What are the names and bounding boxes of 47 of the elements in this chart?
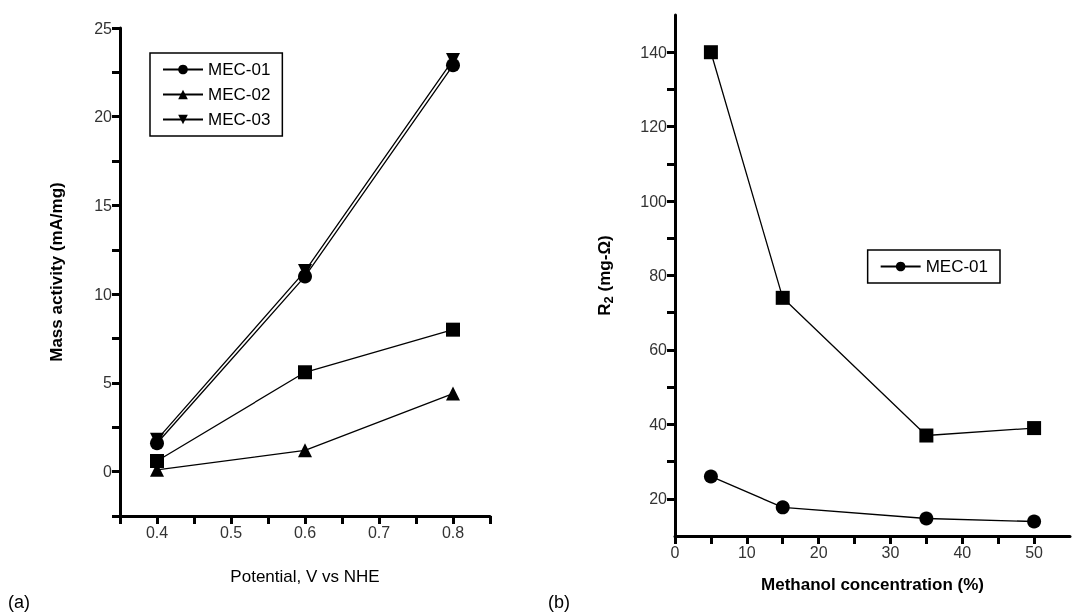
y-tick-label: 25	[94, 19, 113, 37]
y-tick-label: 120	[640, 118, 668, 136]
x-tick-label: 0.7	[367, 523, 391, 541]
point	[775, 290, 790, 305]
point	[703, 45, 718, 60]
y-tick-label: 20	[94, 108, 113, 126]
point	[446, 322, 460, 337]
x-axis-title: Potential, V vs NHE	[230, 567, 380, 586]
x-tick-label: 0.4	[145, 523, 169, 541]
x-tick-label: 0	[670, 543, 680, 561]
y-tick-label: 15	[94, 196, 113, 214]
x-tick-label: 50	[1025, 543, 1044, 561]
point	[1027, 421, 1042, 436]
point	[446, 386, 460, 401]
x-tick-label: 0.6	[293, 523, 317, 541]
text: (b)	[548, 592, 570, 612]
y-axis-title: Mass activity (mA/mg)	[47, 182, 66, 362]
x-tick-label: 20	[809, 543, 828, 561]
point	[775, 500, 790, 515]
y-tick-label: 80	[649, 267, 668, 284]
y-tick-label: 5	[103, 374, 113, 392]
point	[298, 365, 312, 380]
y-tick-label: 140	[640, 43, 668, 61]
x-tick-label: 30	[881, 543, 900, 561]
y-tick-label: 20	[649, 490, 668, 508]
legend-label: MEC-01	[925, 257, 989, 276]
point	[1027, 514, 1042, 529]
text: (a)	[8, 592, 30, 612]
point	[150, 453, 164, 468]
y-tick-label: 0	[103, 463, 113, 481]
legend-label: MEC-03	[208, 110, 271, 129]
x-tick-label: 40	[953, 543, 972, 561]
y-tick-label: 10	[94, 285, 113, 303]
point	[919, 511, 934, 526]
x-tick-label: 10	[737, 543, 756, 561]
x-axis-title: Methanol concentration (%)	[761, 575, 984, 594]
y-tick-label: 100	[640, 192, 668, 210]
x-tick-label: 0.8	[441, 523, 465, 541]
legend-label: MEC-02	[208, 85, 271, 104]
y-tick-label: 40	[649, 415, 668, 433]
x-tick-label: 0.5	[219, 523, 243, 541]
point	[919, 428, 934, 443]
legend-label: MEC-01	[208, 60, 271, 79]
y-axis-title: R2 (mg-Ω)	[595, 235, 616, 316]
point	[298, 443, 312, 458]
point	[703, 469, 718, 484]
y-tick-label: 60	[649, 341, 668, 359]
